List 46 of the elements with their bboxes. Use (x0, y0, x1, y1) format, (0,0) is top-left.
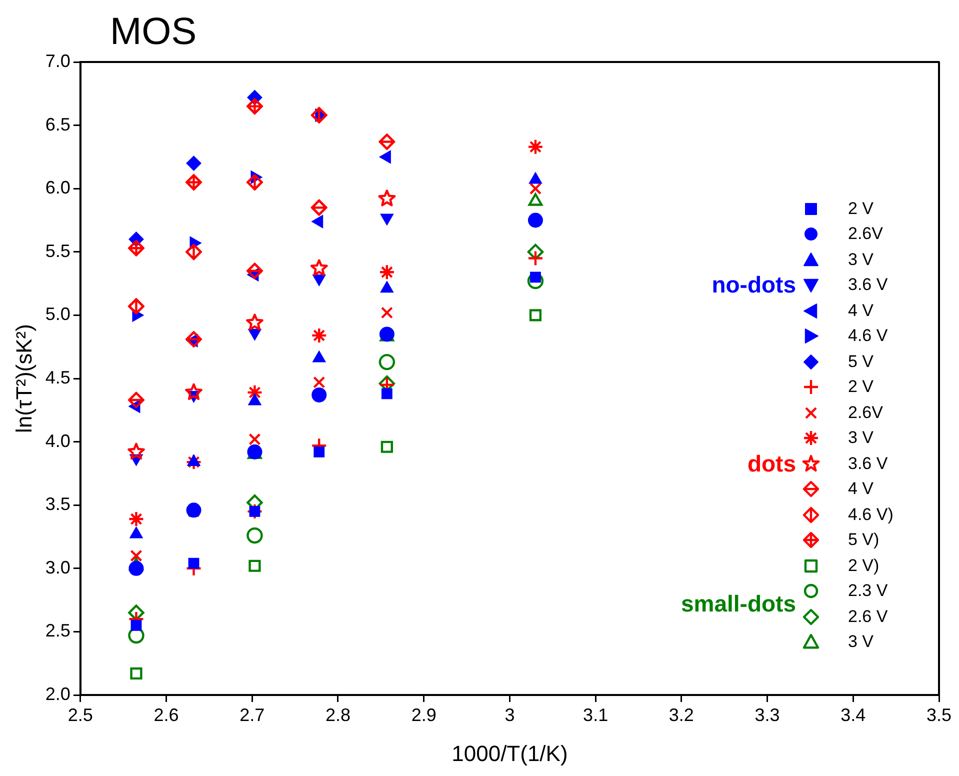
legend-label: 3.6 V (848, 454, 888, 474)
x-tick-label: 3.1 (583, 704, 608, 725)
y-tick-label: 7.0 (45, 50, 70, 71)
legend-label: 2 V (848, 198, 874, 218)
x-tick-label: 2.5 (68, 704, 93, 725)
legend-label: 4.6 V (848, 326, 888, 346)
legend-label: 5 V (848, 352, 874, 372)
x-tick-label: 2.6 (154, 704, 179, 725)
y-tick-label: 5.5 (45, 240, 70, 261)
legend-label: 4 V (848, 300, 874, 320)
x-tick-label: 2.9 (411, 704, 436, 725)
annotation: no-dots (712, 272, 796, 299)
x-tick-label: 3 (504, 704, 515, 725)
x-tick-label: 3.3 (754, 704, 780, 725)
x-tick-label: 3.2 (668, 704, 694, 725)
annotation: small-dots (680, 590, 796, 618)
legend-label: 2.3 V (848, 581, 888, 601)
legend-label: 4.6 V) (848, 504, 894, 524)
y-tick-label: 4.5 (45, 367, 70, 388)
legend-label: 3 V (848, 632, 874, 652)
legend-label: 2.6V (848, 402, 883, 422)
legend-label: 3.6 V (848, 275, 888, 295)
y-tick-label: 5.0 (45, 304, 70, 324)
legend-label: 4 V (848, 479, 874, 499)
y-axis-title: ln(τT²)(sK²) (11, 324, 36, 433)
y-tick-label: 3.0 (45, 557, 70, 578)
x-tick-label: 2.8 (325, 704, 351, 725)
y-tick-label: 2.0 (45, 684, 70, 704)
legend-label: 2.6V (848, 224, 883, 244)
y-tick-label: 6.0 (45, 178, 70, 198)
y-tick-label: 2.5 (45, 620, 70, 641)
x-axis-title: 1000/T(1/K) (452, 740, 568, 766)
y-tick-label: 6.5 (45, 114, 70, 134)
legend-label: 3 V (848, 428, 874, 448)
legend-label: 2.6 V (848, 606, 888, 626)
x-tick-label: 3.4 (840, 704, 866, 725)
legend-label: 5 V) (848, 530, 880, 550)
y-tick-label: 3.5 (45, 494, 70, 514)
legend-label: 2 V (848, 377, 874, 397)
chart-title: MOS (110, 10, 197, 54)
annotation: dots (747, 450, 796, 478)
x-tick-label: 2.7 (240, 704, 265, 725)
y-tick-label: 4.0 (45, 430, 70, 451)
legend-label: 3 V (848, 250, 874, 270)
x-tick-label: 3.5 (926, 704, 952, 725)
legend-label: 2 V) (848, 556, 880, 576)
